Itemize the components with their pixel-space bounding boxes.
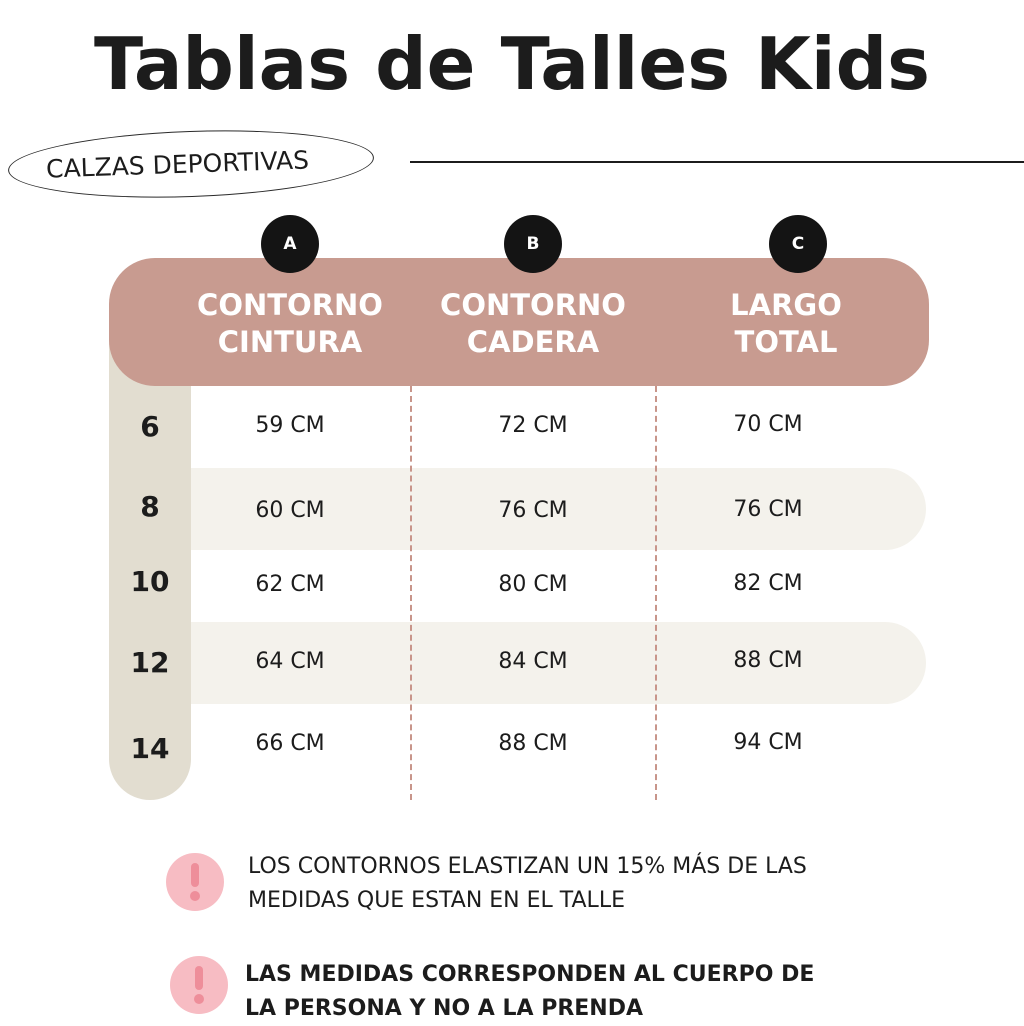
column-header-line2: TOTAL: [734, 325, 838, 359]
size-label: 14: [130, 732, 170, 765]
column-header-line1: CONTORNO: [440, 288, 626, 322]
column-header-cintura: CONTORNO CINTURA: [160, 287, 420, 361]
size-label: 6: [140, 410, 160, 443]
size-column-strip: [109, 330, 191, 800]
note-elasticity: LOS CONTORNOS ELASTIZAN UN 15% MÁS DE LA…: [248, 850, 888, 918]
column-header-line1: LARGO: [730, 288, 842, 322]
note-line: LA PERSONA Y NO A LA PRENDA: [245, 996, 643, 1021]
table-cell: 70 CM: [733, 412, 803, 437]
table-cell: 84 CM: [498, 649, 568, 674]
note-line: LOS CONTORNOS ELASTIZAN UN 15% MÁS DE LA…: [248, 854, 807, 879]
table-cell: 76 CM: [733, 497, 803, 522]
table-header: [109, 258, 929, 386]
divider-line: [410, 161, 1024, 163]
table-cell: 59 CM: [255, 413, 325, 438]
column-header-cadera: CONTORNO CADERA: [403, 287, 663, 361]
table-cell: 82 CM: [733, 571, 803, 596]
table-cell: 76 CM: [498, 498, 568, 523]
column-header-line1: CONTORNO: [197, 288, 383, 322]
column-divider: [410, 386, 412, 800]
column-divider: [655, 386, 657, 800]
exclamation-icon: [170, 956, 228, 1014]
column-header-largo: LARGO TOTAL: [656, 287, 916, 361]
exclamation-icon: [166, 853, 224, 911]
table-cell: 72 CM: [498, 413, 568, 438]
column-letter-b: B: [504, 215, 562, 273]
table-cell: 66 CM: [255, 731, 325, 756]
table-cell: 88 CM: [733, 648, 803, 673]
table-cell: 64 CM: [255, 649, 325, 674]
size-label: 10: [130, 565, 170, 598]
row-stripe: [191, 468, 926, 550]
table-cell: 62 CM: [255, 572, 325, 597]
column-header-line2: CADERA: [466, 325, 600, 359]
table-cell: 80 CM: [498, 572, 568, 597]
column-letter-c: C: [769, 215, 827, 273]
table-cell: 88 CM: [498, 731, 568, 756]
note-body-measure: LAS MEDIDAS CORRESPONDEN AL CUERPO DE LA…: [245, 958, 885, 1026]
note-line: LAS MEDIDAS CORRESPONDEN AL CUERPO DE: [245, 962, 815, 987]
column-header-line2: CINTURA: [217, 325, 363, 359]
row-stripe: [191, 622, 926, 704]
size-label: 8: [140, 490, 160, 523]
table-cell: 94 CM: [733, 730, 803, 755]
page-title: Tablas de Talles Kids: [94, 22, 930, 106]
column-letter-a: A: [261, 215, 319, 273]
size-label: 12: [130, 646, 170, 679]
table-cell: 60 CM: [255, 498, 325, 523]
note-line: MEDIDAS QUE ESTAN EN EL TALLE: [248, 888, 625, 913]
